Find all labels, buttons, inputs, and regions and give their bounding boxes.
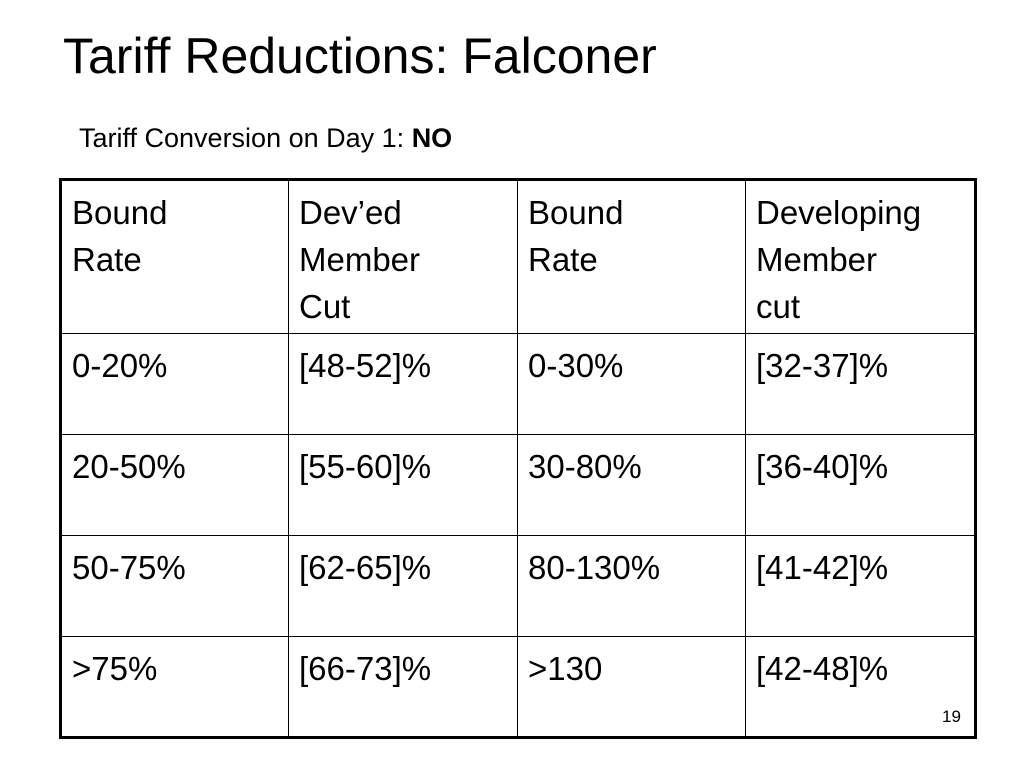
- header-line: Rate: [72, 241, 142, 278]
- header-cell-bound-rate-developed: Bound Rate: [60, 179, 289, 334]
- table-cell: >130: [517, 636, 746, 738]
- header-line: Member: [299, 241, 421, 278]
- table-cell: 50-75%: [60, 535, 289, 637]
- header-cell-developing-member-cut: Developing Member cut: [745, 179, 976, 334]
- table-cell: 0-30%: [517, 333, 746, 435]
- header-line: cut: [756, 288, 801, 325]
- table-row: >75% [66-73]% >130 [42-48]%: [60, 636, 976, 738]
- table-cell: [41-42]%: [745, 535, 976, 637]
- table-header-row: Bound Rate Dev’ed Member Cut Bound Rate …: [60, 179, 976, 334]
- table-cell: >75%: [60, 636, 289, 738]
- table-cell: [62-65]%: [288, 535, 518, 637]
- table-cell: 0-20%: [60, 333, 289, 435]
- table-cell: [66-73]%: [288, 636, 518, 738]
- tariff-conversion-subtitle: Tariff Conversion on Day 1: NO: [79, 122, 452, 154]
- table-cell: 30-80%: [517, 434, 746, 536]
- table-row: 20-50% [55-60]% 30-80% [36-40]%: [60, 434, 976, 536]
- header-line: Rate: [528, 241, 598, 278]
- table-cell: [32-37]%: [745, 333, 976, 435]
- header-line: Bound: [528, 194, 624, 231]
- page-number: 19: [942, 707, 961, 726]
- slide-title: Tariff Reductions: Falconer: [63, 28, 657, 84]
- header-line: Cut: [299, 288, 351, 325]
- table-cell: [36-40]%: [745, 434, 976, 536]
- header-line: Developing: [756, 194, 922, 231]
- subtitle-label: Tariff Conversion on Day 1:: [79, 123, 405, 153]
- subtitle-answer: NO: [411, 123, 453, 153]
- table-cell: 80-130%: [517, 535, 746, 637]
- header-line: Member: [756, 241, 878, 278]
- header-line: Dev’ed: [299, 194, 402, 231]
- header-cell-bound-rate-developing: Bound Rate: [517, 179, 746, 334]
- table-cell: [48-52]%: [288, 333, 518, 435]
- tariff-reductions-table: Bound Rate Dev’ed Member Cut Bound Rate …: [59, 178, 977, 739]
- table-row: 50-75% [62-65]% 80-130% [41-42]%: [60, 535, 976, 637]
- table-cell: 20-50%: [60, 434, 289, 536]
- table-cell: [55-60]%: [288, 434, 518, 536]
- header-line: Bound: [72, 194, 168, 231]
- table-cell: [42-48]%: [745, 636, 976, 738]
- table-row: 0-20% [48-52]% 0-30% [32-37]%: [60, 333, 976, 435]
- header-cell-developed-member-cut: Dev’ed Member Cut: [288, 179, 518, 334]
